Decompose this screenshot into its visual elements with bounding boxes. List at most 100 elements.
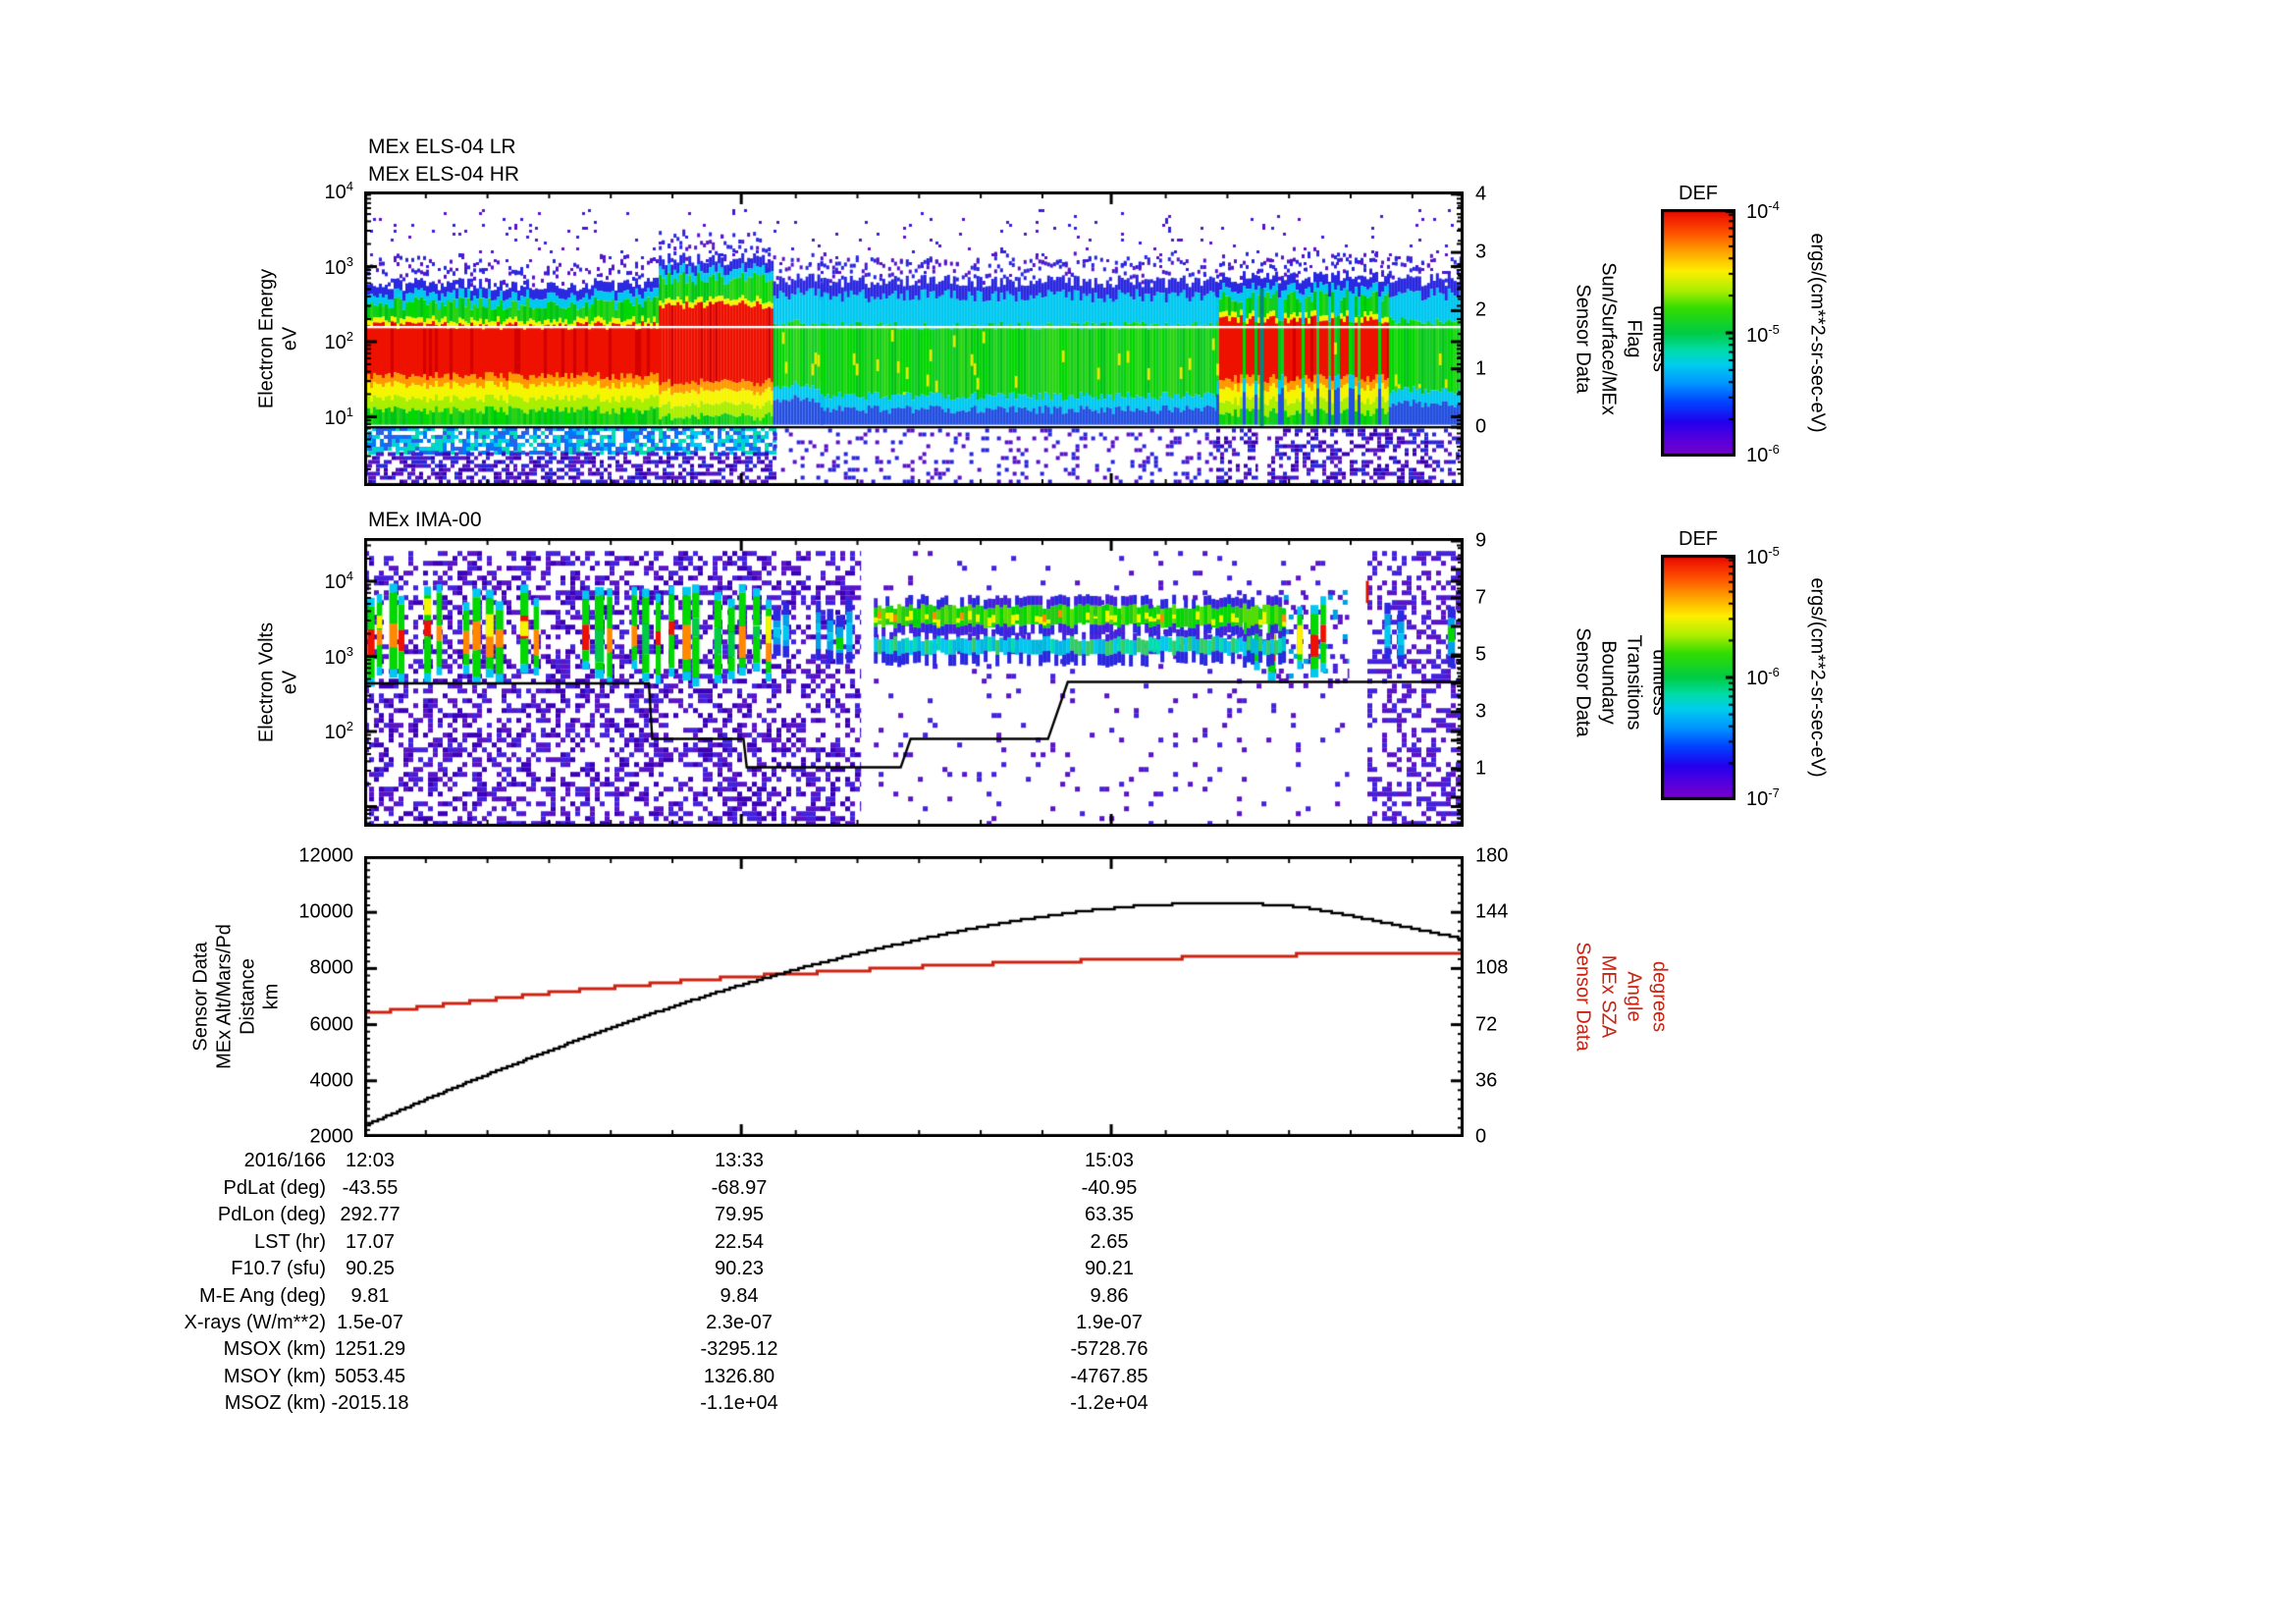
table-cell: 90.25 — [345, 1258, 396, 1280]
ima-panel-title: MEx IMA-00 — [368, 507, 482, 534]
els-flag-tick-label: 1 — [1475, 357, 1487, 380]
ima-boundary-tick-label: 1 — [1475, 757, 1487, 780]
orbit-left-tick-label: 10000 — [298, 900, 353, 923]
table-cell: 9.86 — [1090, 1284, 1129, 1307]
ima-boundary-tick-label: 5 — [1475, 643, 1487, 666]
table-cell: 1.5e-07 — [337, 1312, 403, 1333]
table-cell: -43.55 — [342, 1177, 399, 1199]
table-row-label: MSOX (km) — [223, 1338, 326, 1361]
table-row-label: MSOZ (km) — [224, 1392, 326, 1415]
els-right-axis-label-line1: Sensor Data — [1572, 284, 1594, 394]
table-cell: 9.81 — [350, 1284, 390, 1307]
time-tick-label: 12:03 — [345, 1150, 396, 1171]
orbit-right-axis-label-line2: MEx SZA — [1597, 954, 1620, 1039]
ima-title-line1: MEx IMA-00 — [368, 509, 482, 531]
table-row-label: MSOY (km) — [223, 1365, 326, 1387]
table-cell: -1.2e+04 — [1070, 1392, 1148, 1415]
table-cell: -40.95 — [1081, 1177, 1138, 1199]
orbit-left-axis-label-line1: Sensor Data — [189, 942, 212, 1052]
date-label: 2016/166 — [243, 1150, 326, 1171]
orbit-left-tick-label: 6000 — [309, 1013, 354, 1036]
orbit-sza-tick-label: 180 — [1475, 844, 1509, 867]
ima-y-tick-label: 103 — [324, 643, 353, 669]
ima-spectrogram-canvas — [364, 538, 1464, 827]
ima-boundary-tick-label: 3 — [1475, 700, 1487, 723]
els-title-line2: MEx ELS-04 HR — [368, 163, 520, 186]
ima-boundary-tick-label: 7 — [1475, 586, 1487, 609]
colorbar1-title: DEF — [1679, 183, 1718, 204]
table-cell: 63.35 — [1084, 1204, 1135, 1226]
table-cell: 17.07 — [345, 1230, 396, 1253]
orbit-sza-tick-label: 144 — [1475, 900, 1509, 923]
colorbar1-canvas — [1661, 209, 1735, 457]
els-y-tick-label: 102 — [324, 329, 353, 353]
els-spectrogram-canvas — [364, 191, 1464, 486]
table-row-label: LST (hr) — [254, 1230, 326, 1253]
table-cell: 292.77 — [340, 1204, 400, 1226]
orbit-left-axis-label-line2: MEx Alt/Mars/Pd — [213, 924, 236, 1069]
colorbar2-tick-label: 10-5 — [1746, 544, 1780, 568]
table-cell: 5053.45 — [334, 1365, 406, 1387]
orbit-left-axis-label-line4: km — [260, 983, 283, 1010]
table-cell: -4767.85 — [1070, 1365, 1148, 1387]
table-cell: -68.97 — [711, 1177, 768, 1199]
table-cell: 2.65 — [1090, 1230, 1129, 1253]
table-row-label: F10.7 (sfu) — [231, 1258, 326, 1280]
els-y-tick-label: 101 — [324, 404, 353, 429]
table-row-label: PdLon (deg) — [217, 1204, 326, 1226]
els-flag-tick-label: 3 — [1475, 241, 1487, 263]
orbit-left-tick-label: 8000 — [309, 956, 354, 979]
table-cell: -2015.18 — [331, 1392, 409, 1415]
ima-y-tick-label: 104 — [324, 568, 353, 593]
orbit-sza-tick-label: 36 — [1475, 1069, 1498, 1092]
orbit-line-plot-canvas — [364, 856, 1464, 1137]
table-cell: 1326.80 — [703, 1365, 775, 1387]
ima-right-axis-label-line1: Sensor Data — [1572, 627, 1594, 737]
els-flag-tick-label: 0 — [1475, 415, 1487, 438]
table-cell: 79.95 — [714, 1204, 765, 1226]
orbit-left-tick-label: 4000 — [309, 1069, 354, 1092]
colorbar2-tick-label: 10-7 — [1746, 785, 1780, 810]
colorbar1-tick-label: 10-4 — [1746, 198, 1780, 223]
els-flag-tick-label: 4 — [1475, 183, 1487, 205]
els-right-axis-label-line2: Sun/Surface/MEx — [1597, 262, 1620, 415]
ima-right-axis-label-line3: Transitions — [1623, 634, 1645, 730]
table-cell: -1.1e+04 — [700, 1392, 778, 1415]
table-cell: 1251.29 — [334, 1338, 406, 1361]
orbit-sza-tick-label: 0 — [1475, 1125, 1487, 1148]
table-cell: -5728.76 — [1070, 1338, 1148, 1361]
table-cell: 9.84 — [720, 1284, 759, 1307]
ima-y-axis-label-line2: eV — [279, 670, 301, 695]
table-cell: 90.21 — [1084, 1258, 1135, 1280]
colorbar2-tick-label: 10-6 — [1746, 665, 1780, 689]
table-cell: 1.9e-07 — [1076, 1312, 1143, 1333]
table-row-label: M-E Ang (deg) — [199, 1284, 326, 1307]
colorbar2-canvas — [1661, 555, 1735, 800]
time-tick-label: 15:03 — [1084, 1150, 1135, 1171]
orbit-right-axis-label-line1: Sensor Data — [1572, 942, 1594, 1052]
colorbar2-title: DEF — [1679, 528, 1718, 550]
orbit-right-axis-label-line3: Angle — [1623, 971, 1645, 1022]
colorbar2-unit-label: ergs/(cm**2-sr-sec-eV) — [1806, 577, 1829, 778]
table-cell: 2.3e-07 — [706, 1312, 773, 1333]
orbit-left-tick-label: 12000 — [298, 844, 353, 867]
orbit-sza-tick-label: 72 — [1475, 1013, 1498, 1036]
colorbar1-unit-label: ergs/(cm**2-sr-sec-eV) — [1806, 233, 1829, 433]
els-panel-title: MEx ELS-04 LR MEx ELS-04 HR — [368, 134, 519, 189]
table-cell: 22.54 — [714, 1230, 765, 1253]
ima-y-tick-label: 102 — [324, 719, 353, 743]
table-cell: 90.23 — [714, 1258, 765, 1280]
table-row-label: PdLat (deg) — [223, 1177, 326, 1199]
orbit-sza-tick-label: 108 — [1475, 956, 1509, 979]
table-cell: -3295.12 — [700, 1338, 778, 1361]
els-flag-tick-label: 2 — [1475, 298, 1487, 321]
els-title-line1: MEx ELS-04 LR — [368, 135, 516, 158]
orbit-right-axis-label-line4: degrees — [1648, 960, 1671, 1033]
table-row-label: X-rays (W/m**2) — [184, 1312, 326, 1333]
time-tick-label: 13:33 — [714, 1150, 765, 1171]
ima-boundary-tick-label: 9 — [1475, 529, 1487, 552]
colorbar1-tick-label: 10-6 — [1746, 442, 1780, 466]
els-right-axis-label-line3: Flag — [1623, 319, 1645, 358]
els-y-tick-label: 103 — [324, 253, 353, 279]
